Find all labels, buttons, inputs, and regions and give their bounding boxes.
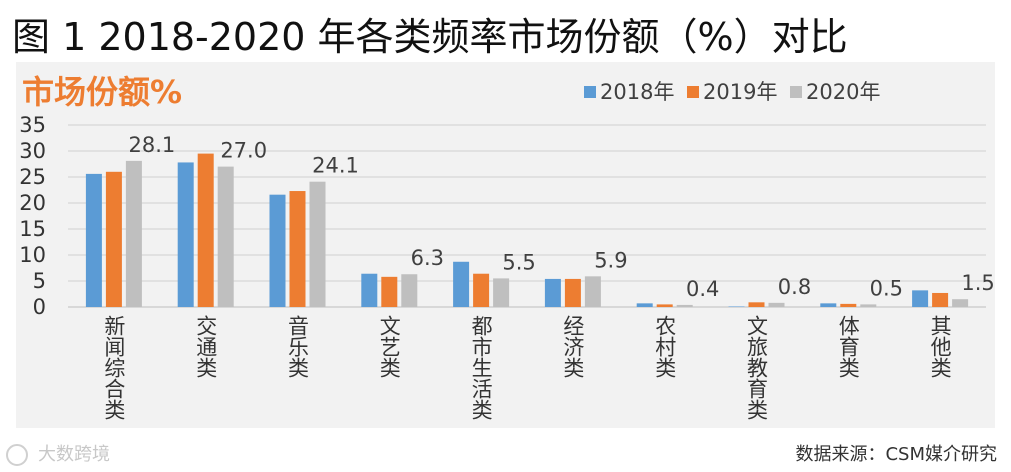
bar — [840, 303, 857, 307]
legend-swatch — [687, 86, 699, 98]
category-label: 都市生活类 — [469, 315, 493, 420]
category-label: 新闻综合类 — [102, 315, 126, 420]
data-label: 6.3 — [411, 246, 444, 270]
bar — [728, 306, 745, 307]
bar — [493, 278, 510, 307]
data-label: 5.9 — [594, 248, 627, 272]
bar — [105, 171, 122, 307]
bar — [636, 303, 653, 307]
category-label: 音乐类 — [286, 315, 310, 378]
page-title: 图 1 2018-2020 年各类频率市场份额（%）对比 — [12, 15, 848, 59]
data-label: 5.5 — [502, 250, 535, 274]
category-label: 体育类 — [836, 315, 860, 378]
y-tick-label: 15 — [19, 217, 46, 241]
legend-swatch — [790, 86, 802, 98]
chart-container: 市场份额% 0 5 10 15 20 25 30 35 28.1 新闻综合类 27.0 交通类 24.1 音… — [16, 62, 995, 428]
data-label: 1.5 — [961, 271, 994, 295]
category-label: 交通类 — [194, 315, 218, 378]
data-label: 0.4 — [686, 277, 719, 301]
y-tick-label: 30 — [19, 139, 46, 163]
source-note: 数据来源：CSM媒介研究 — [795, 444, 997, 465]
category-label: 农村类 — [653, 315, 677, 378]
chart-subtitle: 市场份额% — [22, 73, 182, 111]
bar — [401, 274, 418, 307]
data-label: 28.1 — [129, 133, 176, 157]
bar — [453, 261, 470, 307]
bar — [932, 292, 949, 307]
bar — [544, 278, 561, 307]
y-tick-label: 5 — [33, 269, 46, 293]
bar — [177, 162, 194, 307]
data-label: 0.5 — [870, 276, 903, 300]
bar — [748, 302, 765, 307]
y-tick-label: 35 — [19, 113, 46, 137]
bar — [473, 273, 490, 307]
bar — [768, 302, 785, 307]
bar — [289, 191, 306, 307]
category-label: 文艺类 — [377, 315, 401, 378]
bar — [125, 160, 142, 307]
category-label: 文旅教育类 — [745, 315, 769, 420]
bar — [584, 276, 601, 307]
legend-label: 2020年 — [806, 80, 880, 104]
category-label: 其他类 — [928, 315, 952, 378]
bar — [361, 273, 378, 307]
legend-swatch — [584, 86, 596, 98]
bar — [217, 166, 234, 307]
data-label: 0.8 — [778, 275, 811, 299]
bar — [85, 173, 102, 307]
y-tick-label: 0 — [33, 295, 46, 319]
bar — [197, 153, 214, 307]
bar — [564, 278, 581, 307]
legend-label: 2018年 — [600, 80, 674, 104]
data-label: 24.1 — [312, 154, 359, 178]
watermark-logo-icon — [6, 444, 28, 466]
y-tick-label: 25 — [19, 165, 46, 189]
bar — [656, 304, 673, 307]
y-tick-label: 10 — [19, 243, 46, 267]
bar — [676, 304, 693, 307]
watermark: 大数跨境 — [6, 440, 110, 466]
bar — [381, 276, 398, 307]
bar — [269, 194, 286, 307]
bar — [912, 290, 929, 307]
bar — [860, 304, 877, 307]
bar — [309, 181, 326, 307]
bar — [820, 303, 837, 307]
y-tick-label: 20 — [19, 191, 46, 215]
legend-label: 2019年 — [703, 80, 777, 104]
data-label: 27.0 — [220, 139, 267, 163]
bar — [952, 299, 969, 307]
watermark-text: 大数跨境 — [38, 444, 110, 465]
category-label: 经济类 — [561, 315, 585, 378]
